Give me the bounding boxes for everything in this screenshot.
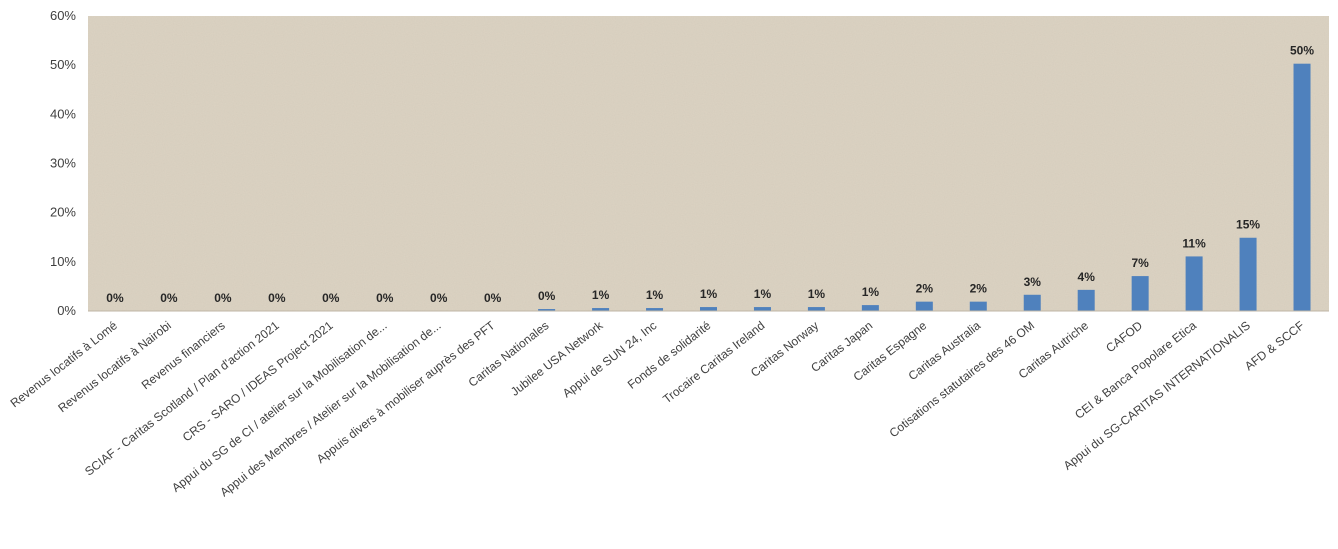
- x-tick-label: Appui du SG-CARITAS INTERNATIONALIS: [1061, 318, 1253, 472]
- data-label: 1%: [754, 287, 772, 301]
- bar: [592, 308, 610, 311]
- data-label: 15%: [1236, 218, 1260, 232]
- data-label: 2%: [970, 282, 988, 296]
- y-tick-label: 60%: [50, 8, 76, 23]
- data-label: 11%: [1182, 236, 1206, 250]
- data-label: 4%: [1078, 270, 1096, 284]
- bar: [1077, 289, 1095, 311]
- y-tick-label: 0%: [57, 303, 76, 318]
- bar: [915, 301, 933, 311]
- x-tick-label: Appui de SUN 24, Inc: [560, 318, 660, 400]
- plot-texture: [88, 16, 1329, 311]
- data-label: 0%: [268, 291, 286, 305]
- bar: [700, 307, 717, 311]
- data-label: 7%: [1131, 256, 1149, 270]
- y-tick-label: 40%: [50, 106, 76, 121]
- bar: [1185, 256, 1203, 311]
- x-tick-label: Trocaire Caritas Ireland: [660, 318, 767, 406]
- bar: [538, 309, 556, 311]
- data-label: 3%: [1024, 275, 1042, 289]
- data-label: 1%: [862, 285, 880, 299]
- data-label: 0%: [106, 291, 124, 305]
- bar: [1131, 276, 1149, 311]
- x-tick-label: Jubilee USA Network: [508, 318, 606, 399]
- data-label: 0%: [484, 291, 502, 305]
- bar: [1023, 294, 1041, 311]
- y-tick-label: 50%: [50, 57, 76, 72]
- data-label: 1%: [700, 287, 718, 301]
- data-labels: 0% 0% 0% 0% 0% 0% 0% 0% 0% 1% 1% 1% 1% 1% 1% 2% 2% 3% 4% 7%…: [106, 44, 1314, 305]
- data-label: 0%: [376, 291, 394, 305]
- bar: [1239, 237, 1257, 311]
- bar: [753, 307, 771, 311]
- data-label: 2%: [916, 282, 934, 296]
- data-label: 0%: [160, 291, 178, 305]
- bar: [646, 308, 664, 311]
- data-label: 1%: [592, 288, 610, 302]
- bar: [807, 307, 825, 311]
- data-label: 1%: [646, 288, 664, 302]
- bar: [1293, 63, 1311, 311]
- data-label: 0%: [538, 289, 556, 303]
- x-tick-label: SCIAF - Caritas Scotland / Plan d'action…: [82, 318, 282, 478]
- x-tick-label: CAFOD: [1103, 318, 1145, 355]
- y-tick-label: 20%: [50, 205, 76, 220]
- bar: [969, 301, 987, 311]
- y-tick-label: 10%: [50, 254, 76, 269]
- bar: [861, 305, 879, 311]
- y-axis-ticks: 0% 10% 20% 30% 40% 50% 60%: [50, 8, 76, 318]
- data-label: 0%: [430, 291, 448, 305]
- data-label: 50%: [1290, 44, 1314, 58]
- data-label: 0%: [214, 291, 232, 305]
- data-label: 0%: [322, 291, 340, 305]
- x-tick-label: AFD & SCCF: [1242, 318, 1307, 373]
- y-tick-label: 30%: [50, 156, 76, 171]
- data-label: 1%: [808, 287, 826, 301]
- bars: [538, 63, 1311, 311]
